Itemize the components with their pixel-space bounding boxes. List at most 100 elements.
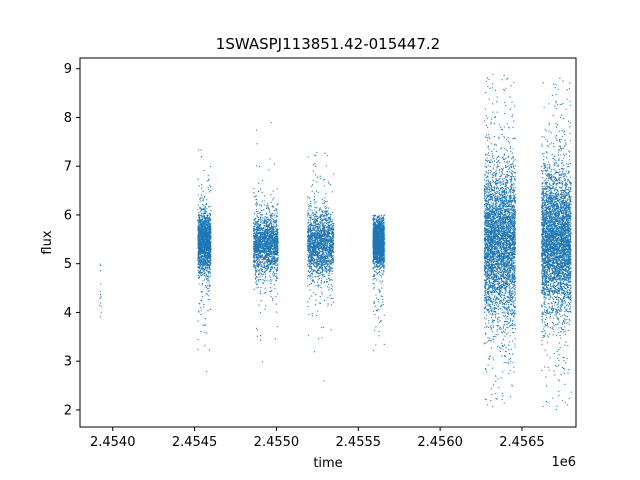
data-point bbox=[202, 237, 205, 239]
data-point bbox=[203, 279, 206, 281]
data-point bbox=[329, 269, 331, 271]
data-point bbox=[316, 223, 318, 225]
data-point bbox=[319, 284, 321, 286]
data-point bbox=[204, 237, 206, 239]
data-point bbox=[327, 250, 329, 253]
data-point bbox=[197, 237, 199, 239]
data-point bbox=[206, 277, 208, 280]
data-point bbox=[321, 277, 323, 280]
data-point bbox=[201, 299, 203, 302]
data-point bbox=[267, 261, 269, 263]
data-point bbox=[199, 238, 201, 240]
data-point bbox=[264, 308, 266, 310]
data-point bbox=[333, 228, 335, 230]
data-point bbox=[314, 229, 316, 231]
data-point bbox=[203, 215, 205, 217]
data-point bbox=[310, 238, 312, 240]
data-point bbox=[257, 261, 259, 263]
data-point bbox=[203, 207, 205, 209]
data-point bbox=[272, 244, 274, 246]
data-point bbox=[259, 311, 262, 314]
data-point bbox=[316, 218, 319, 220]
data-point bbox=[255, 208, 257, 211]
data-point bbox=[307, 305, 309, 308]
data-point bbox=[275, 295, 277, 297]
data-point bbox=[201, 252, 203, 254]
data-point bbox=[315, 304, 317, 306]
data-point bbox=[204, 272, 206, 274]
data-point bbox=[261, 361, 264, 363]
data-point bbox=[200, 275, 203, 277]
data-point bbox=[331, 273, 333, 275]
data-point bbox=[258, 227, 260, 230]
data-point bbox=[261, 227, 263, 229]
data-point bbox=[208, 349, 211, 351]
data-point bbox=[271, 257, 273, 259]
data-point bbox=[258, 244, 260, 246]
data-point bbox=[322, 261, 325, 264]
data-point bbox=[275, 220, 277, 222]
data-point bbox=[198, 265, 200, 267]
data-point bbox=[209, 238, 211, 240]
data-point bbox=[202, 223, 205, 225]
data-point bbox=[272, 299, 274, 301]
data-point bbox=[308, 205, 310, 208]
data-point bbox=[200, 271, 202, 273]
data-point bbox=[332, 239, 334, 241]
data-point bbox=[272, 238, 275, 240]
data-point bbox=[311, 280, 313, 282]
data-point bbox=[273, 163, 276, 165]
data-point bbox=[324, 233, 327, 236]
data-point bbox=[208, 266, 211, 268]
data-point bbox=[261, 200, 264, 202]
data-point bbox=[259, 339, 262, 341]
data-point bbox=[252, 265, 255, 267]
data-point bbox=[201, 239, 204, 242]
data-point bbox=[200, 265, 202, 267]
data-point bbox=[271, 245, 273, 248]
data-point bbox=[206, 253, 209, 255]
data-point bbox=[322, 274, 324, 276]
data-point bbox=[314, 230, 317, 232]
data-point bbox=[261, 275, 263, 277]
data-point bbox=[261, 282, 263, 284]
data-point bbox=[324, 178, 326, 180]
data-point bbox=[254, 274, 257, 276]
data-point bbox=[272, 271, 275, 273]
data-point bbox=[262, 273, 265, 275]
data-point bbox=[260, 273, 262, 275]
data-point bbox=[271, 267, 273, 270]
data-point bbox=[267, 267, 270, 269]
data-point bbox=[254, 228, 257, 230]
data-point bbox=[307, 210, 309, 212]
data-point bbox=[265, 241, 267, 243]
data-point bbox=[267, 243, 269, 246]
data-point bbox=[268, 252, 270, 254]
data-point bbox=[259, 231, 262, 233]
data-point bbox=[201, 284, 203, 286]
data-point bbox=[262, 240, 265, 242]
data-point bbox=[204, 246, 207, 248]
data-point bbox=[198, 212, 200, 214]
data-point bbox=[198, 234, 200, 236]
data-point bbox=[197, 348, 199, 350]
data-point bbox=[207, 241, 210, 243]
data-point bbox=[270, 251, 272, 253]
data-point bbox=[100, 294, 102, 296]
data-point bbox=[270, 296, 272, 298]
data-point bbox=[259, 269, 261, 271]
data-point bbox=[332, 298, 334, 300]
data-point bbox=[197, 220, 199, 222]
data-point bbox=[202, 280, 204, 282]
data-point bbox=[264, 242, 266, 245]
data-point bbox=[320, 258, 322, 260]
data-point bbox=[255, 195, 257, 197]
data-point bbox=[209, 250, 212, 252]
data-point bbox=[207, 271, 210, 273]
data-point bbox=[277, 238, 279, 240]
data-point bbox=[307, 233, 309, 235]
data-point bbox=[268, 232, 270, 234]
data-point bbox=[320, 263, 323, 265]
data-point bbox=[311, 276, 314, 278]
data-point bbox=[266, 258, 268, 261]
